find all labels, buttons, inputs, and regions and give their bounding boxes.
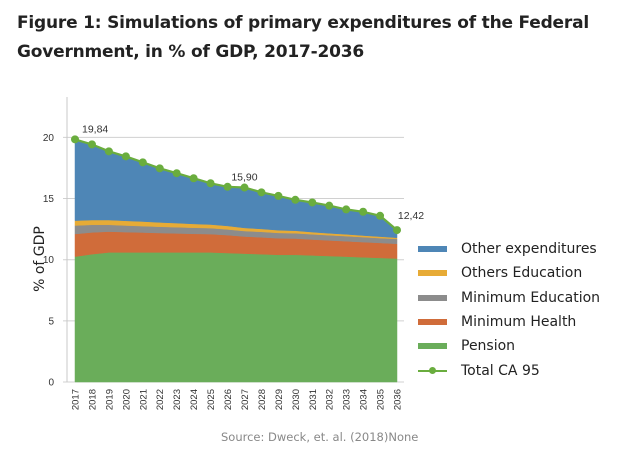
total-ca-95-marker	[155, 164, 164, 173]
x-tick-label: 2036	[393, 389, 404, 410]
total-ca-95-marker	[71, 135, 79, 144]
total-ca-95-marker	[291, 195, 300, 204]
y-axis-label: % of GDP	[32, 226, 48, 292]
x-tick-label: 2024	[189, 389, 200, 410]
legend-swatch	[418, 246, 447, 253]
legend-label: Minimum Health	[461, 314, 577, 331]
y-tick-label: 20	[43, 133, 55, 144]
data-labels: 19,84 15,90 12,42	[82, 123, 424, 222]
total-line	[71, 135, 401, 235]
total-ca-95-marker	[257, 188, 266, 197]
total-ca-95-marker	[376, 211, 385, 220]
total-ca-95-marker	[104, 147, 113, 156]
figure-title: Figure 1: Simulations of primary expendi…	[17, 13, 589, 62]
total-ca-95-marker	[223, 182, 232, 191]
legend-swatch	[418, 294, 447, 301]
total-ca-95-marker	[87, 140, 96, 149]
x-tick-label: 2030	[291, 389, 302, 410]
legend-item-minimum-health: Minimum Health	[418, 310, 600, 334]
x-tick-label: 2029	[274, 389, 285, 410]
area-pension	[74, 252, 398, 383]
legend-swatch	[418, 319, 447, 326]
x-tick-label: 2017	[71, 389, 82, 410]
legend-label: Pension	[461, 338, 516, 355]
legend-swatch	[418, 343, 447, 350]
legend: Other expenditures Others Education Mini…	[418, 237, 600, 383]
x-tick-label: 2023	[172, 389, 183, 410]
legend-swatch	[418, 270, 447, 277]
total-ca-95-marker	[189, 174, 198, 183]
total-ca-95-marker	[138, 158, 147, 167]
x-tick-label: 2021	[138, 389, 149, 410]
legend-item-minimum-education: Minimum Education	[418, 286, 600, 310]
x-tick-label: 2031	[308, 389, 319, 410]
y-tick-label: 5	[48, 316, 54, 327]
legend-item-total-ca-95: Total CA 95	[418, 358, 600, 382]
y-tick-label: 10	[43, 255, 55, 266]
x-tick-label: 2018	[87, 389, 98, 410]
x-tick-label: 2022	[155, 389, 166, 410]
x-tick-label: 2019	[104, 389, 115, 410]
y-tick-label: 15	[43, 194, 55, 205]
x-tick-label: 2033	[342, 389, 353, 410]
total-ca-95-marker	[206, 179, 215, 188]
total-ca-95-marker	[325, 201, 334, 210]
legend-item-pension: Pension	[418, 334, 600, 358]
x-tick-label: 2027	[240, 389, 251, 410]
legend-item-other-expenditures: Other expenditures	[418, 237, 600, 261]
x-tick-label: 2025	[206, 389, 217, 410]
legend-label: Other expenditures	[461, 241, 597, 258]
total-ca-95-marker	[240, 183, 249, 192]
legend-item-others-education: Others Education	[418, 261, 600, 285]
x-tick-label: 2028	[257, 389, 268, 410]
data-label-2017: 19,84	[82, 123, 108, 135]
y-tick-label: 0	[48, 378, 54, 389]
total-ca-95-marker	[393, 226, 401, 235]
x-tick-label: 2032	[325, 389, 336, 410]
axes: 0 5 10 15 20 2017 2018 2019 2020 2021 2022 2023 2024…	[43, 97, 404, 410]
source-note: Source: Dweck, et. al. (2018)None	[221, 430, 419, 444]
data-label-2027: 15,90	[231, 172, 257, 184]
area-layers	[74, 139, 398, 383]
x-tick-label: 2026	[223, 389, 234, 410]
total-ca-95-marker	[172, 169, 181, 178]
legend-label: Others Education	[461, 265, 583, 282]
x-tick-label: 2035	[376, 389, 387, 410]
total-ca-95-marker	[359, 207, 368, 216]
legend-line-marker-icon	[418, 366, 447, 374]
legend-label: Total CA 95	[461, 362, 540, 379]
total-ca-95-marker	[308, 198, 317, 207]
legend-label: Minimum Education	[461, 289, 601, 306]
total-ca-95-marker	[342, 205, 351, 214]
data-label-2036: 12,42	[398, 210, 424, 222]
total-ca-95-marker	[121, 152, 130, 161]
total-ca-95-marker	[274, 191, 283, 200]
x-tick-label: 2034	[359, 389, 370, 410]
x-tick-label: 2020	[121, 389, 132, 410]
